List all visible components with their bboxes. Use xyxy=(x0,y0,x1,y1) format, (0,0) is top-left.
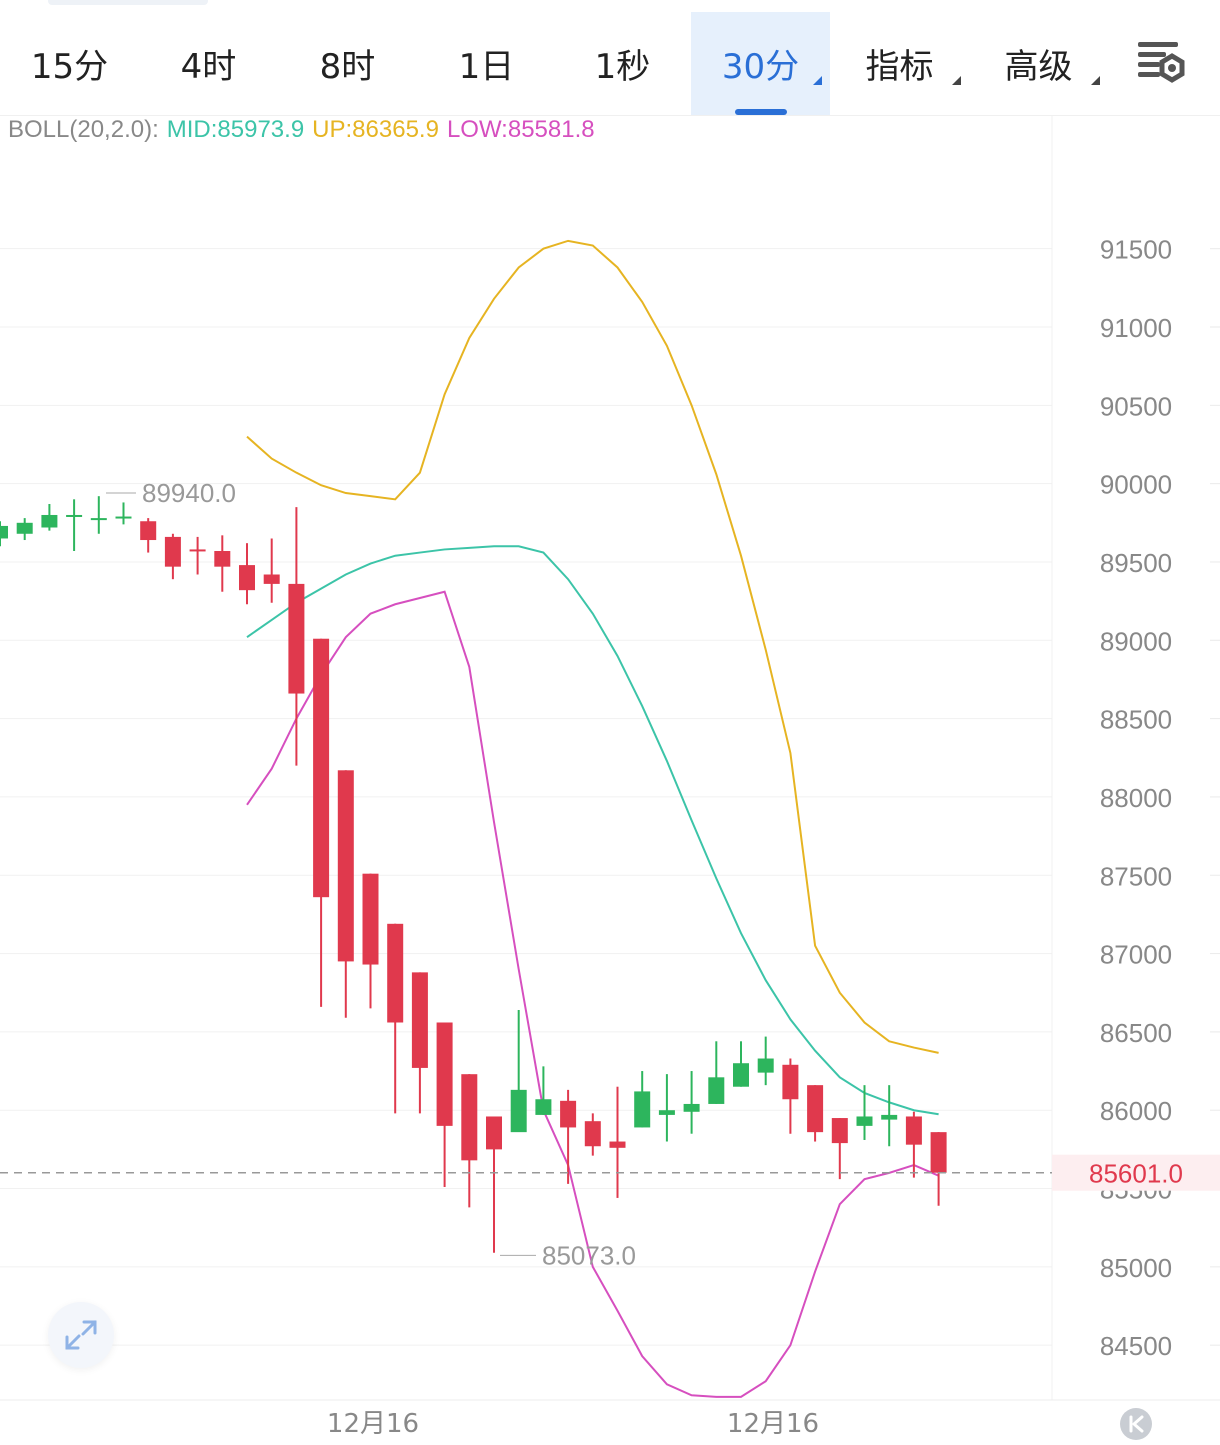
candle-body xyxy=(16,522,33,534)
candle-body xyxy=(461,1074,478,1161)
y-tick-label: 85000 xyxy=(1100,1253,1172,1283)
candle-body xyxy=(658,1110,675,1115)
candle-body xyxy=(140,521,157,541)
y-tick-label: 87500 xyxy=(1100,861,1172,891)
tab-4[interactable]: 1秒 xyxy=(553,12,692,115)
candle-body xyxy=(313,638,330,898)
boll-legend: BOLL(20,2.0): MID:85973.9 UP:86365.9 LOW:85… xyxy=(8,116,603,144)
tab-label: 4时 xyxy=(180,47,237,87)
candle-body xyxy=(337,770,354,962)
candle-body xyxy=(856,1116,873,1126)
tab-0[interactable]: 15分 xyxy=(0,12,139,115)
boll-low-value: LOW:85581.8 xyxy=(446,116,595,143)
candle-body xyxy=(807,1085,824,1133)
y-tick-label: 89000 xyxy=(1100,626,1172,656)
settings-icon[interactable] xyxy=(1132,38,1192,92)
y-tick-label: 88000 xyxy=(1100,783,1172,813)
tab-2[interactable]: 8时 xyxy=(278,12,417,115)
candle-body xyxy=(584,1121,601,1147)
candle-body xyxy=(411,972,428,1068)
x-tick-label: 12月16 xyxy=(327,1409,419,1439)
tab-label: 高级 xyxy=(1004,47,1073,87)
y-tick-label: 84500 xyxy=(1100,1331,1172,1361)
candle-body xyxy=(486,1116,502,1150)
candle-body xyxy=(239,565,255,591)
candle-body xyxy=(115,516,132,519)
low-marker-label: 85073.0 xyxy=(542,1240,636,1270)
boll-mid-line xyxy=(246,545,939,1116)
y-tick-label: 90000 xyxy=(1100,470,1172,500)
candle-body xyxy=(387,923,404,1023)
timeframe-tab-bar: 15分 4时 8时 1日 1秒 30分 指标 高级 xyxy=(0,0,1220,115)
candle-body xyxy=(733,1063,749,1087)
y-tick-label: 87000 xyxy=(1100,940,1172,970)
candle-body xyxy=(510,1089,527,1133)
high-marker-label: 89940.0 xyxy=(142,478,236,508)
y-tick-label: 91500 xyxy=(1100,235,1172,265)
boll-up-value: UP:86365.9 xyxy=(312,116,439,143)
current-price-tag xyxy=(1052,1154,1220,1191)
candle-body xyxy=(90,518,107,521)
top-scroll-indicator xyxy=(48,0,208,5)
candle-body xyxy=(362,873,379,965)
dropdown-triangle-icon xyxy=(952,76,961,85)
header-divider xyxy=(0,115,1220,116)
tab-6[interactable]: 指标 xyxy=(830,12,969,115)
tab-7[interactable]: 高级 xyxy=(969,12,1108,115)
tab-label: 8时 xyxy=(319,47,376,87)
boll-lower-line xyxy=(246,590,939,1398)
candle-body xyxy=(560,1100,577,1128)
candle-body xyxy=(214,551,231,567)
y-tick-label: 91000 xyxy=(1100,313,1172,343)
candle-body xyxy=(0,525,8,539)
tab-5[interactable]: 30分 xyxy=(691,12,830,115)
candle-body xyxy=(189,549,206,552)
tab-label: 指标 xyxy=(865,47,934,87)
back-to-latest-icon[interactable] xyxy=(1120,1408,1152,1440)
tab-label: 30分 xyxy=(721,47,800,87)
boll-mid-value: MID:85973.9 xyxy=(166,116,305,143)
candle-body xyxy=(782,1064,799,1100)
y-tick-label: 86500 xyxy=(1100,1018,1172,1048)
candle-body xyxy=(905,1116,922,1145)
boll-upper-line xyxy=(246,239,939,1054)
candle-body xyxy=(683,1103,700,1112)
tab-label: 1秒 xyxy=(594,47,651,87)
candle-body xyxy=(288,583,305,694)
candle-body xyxy=(41,514,58,528)
candle-body xyxy=(535,1099,552,1115)
candle-body xyxy=(66,514,83,517)
candle-body xyxy=(634,1091,651,1128)
candle-body xyxy=(930,1132,947,1173)
dropdown-triangle-icon xyxy=(813,76,822,85)
y-tick-label: 89500 xyxy=(1100,548,1172,578)
candle-body xyxy=(757,1058,774,1073)
active-tab-underline xyxy=(734,109,787,115)
candle-body xyxy=(609,1141,626,1148)
tab-1[interactable]: 4时 xyxy=(139,12,278,115)
candle-body xyxy=(436,1022,453,1126)
tab-3[interactable]: 1日 xyxy=(417,12,556,115)
y-tick-label: 88500 xyxy=(1100,705,1172,735)
candle-body xyxy=(708,1077,725,1104)
y-tick-label: 86000 xyxy=(1100,1096,1172,1126)
tab-label: 1日 xyxy=(458,47,515,87)
expand-arrows-icon[interactable] xyxy=(48,1302,114,1368)
tab-label: 15分 xyxy=(30,47,109,87)
candle-body xyxy=(831,1118,848,1144)
y-tick-label: 90500 xyxy=(1100,391,1172,421)
candle-body xyxy=(881,1114,898,1120)
boll-prefix: BOLL(20,2.0): xyxy=(8,116,159,143)
dropdown-triangle-icon xyxy=(1091,76,1100,85)
x-tick-label: 12月16 xyxy=(727,1409,819,1439)
candle-body xyxy=(164,536,181,567)
current-price-label: 85601.0 xyxy=(1089,1159,1183,1189)
candle-body xyxy=(263,574,280,584)
